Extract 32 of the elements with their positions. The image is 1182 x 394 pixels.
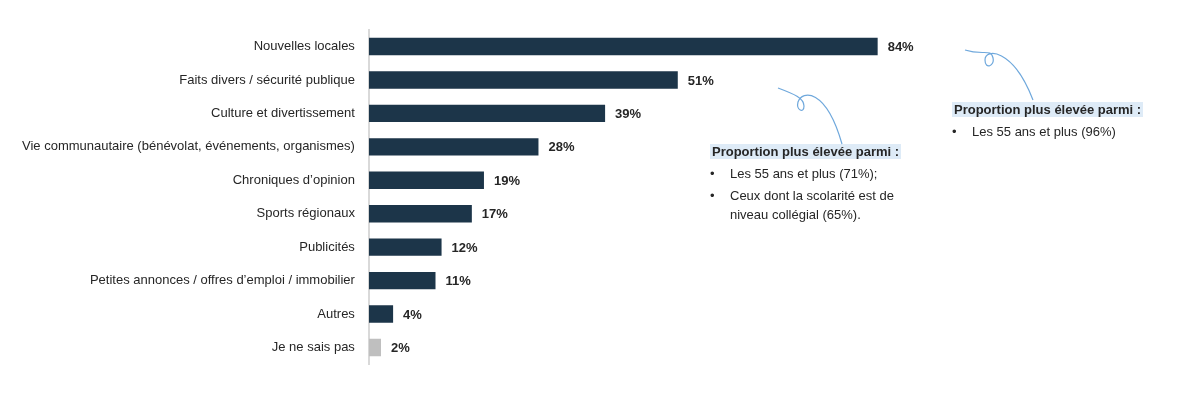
data-label: 51%: [687, 72, 715, 88]
y-tick-label: Autres: [317, 305, 356, 321]
bar: [368, 338, 381, 357]
y-tick-label: Culture et divertissement: [211, 104, 356, 120]
bar: [368, 238, 442, 256]
data-label: 2%: [390, 340, 411, 356]
bar: [368, 71, 678, 89]
bar: [368, 305, 394, 323]
data-label: 12%: [451, 239, 479, 255]
data-label: 4%: [403, 306, 423, 322]
data-label: 28%: [548, 139, 575, 155]
data-label: 19%: [493, 172, 521, 188]
bar: [368, 271, 436, 290]
bar: [368, 104, 606, 123]
bar: [368, 171, 484, 189]
text: Proportion plus élevée parmi : • Les 55 ans et plus (96%): [952, 102, 1143, 141]
text: Proportion plus élevée parmi : • Les 55 ans et plus (71%); • Ceux dont la scolarité est de niveau collégial (65%).: [710, 144, 900, 222]
y-tick-label: Sports régionaux: [256, 205, 356, 221]
data-label: 39%: [615, 105, 642, 121]
bar: [368, 37, 878, 56]
y-tick-label: Je ne sais pas: [271, 339, 356, 355]
data-label: 84%: [887, 39, 915, 55]
y-tick-label: Vie communautaire (bénévolat, événements, organismes): [21, 138, 355, 154]
y-tick-label: Nouvelles locales: [253, 38, 356, 54]
y-tick-label: Publicités: [299, 238, 356, 254]
y-tick-label: Chroniques d’opinion: [232, 171, 355, 187]
bar: [368, 138, 539, 156]
y-tick-label: Faits divers / sécurité publique: [179, 71, 355, 87]
y-tick-label: Petites annonces / offres d’emploi / immobilier: [89, 272, 356, 288]
bar: [368, 205, 472, 223]
data-label: 11%: [445, 273, 472, 289]
data-label: 17%: [481, 206, 509, 222]
